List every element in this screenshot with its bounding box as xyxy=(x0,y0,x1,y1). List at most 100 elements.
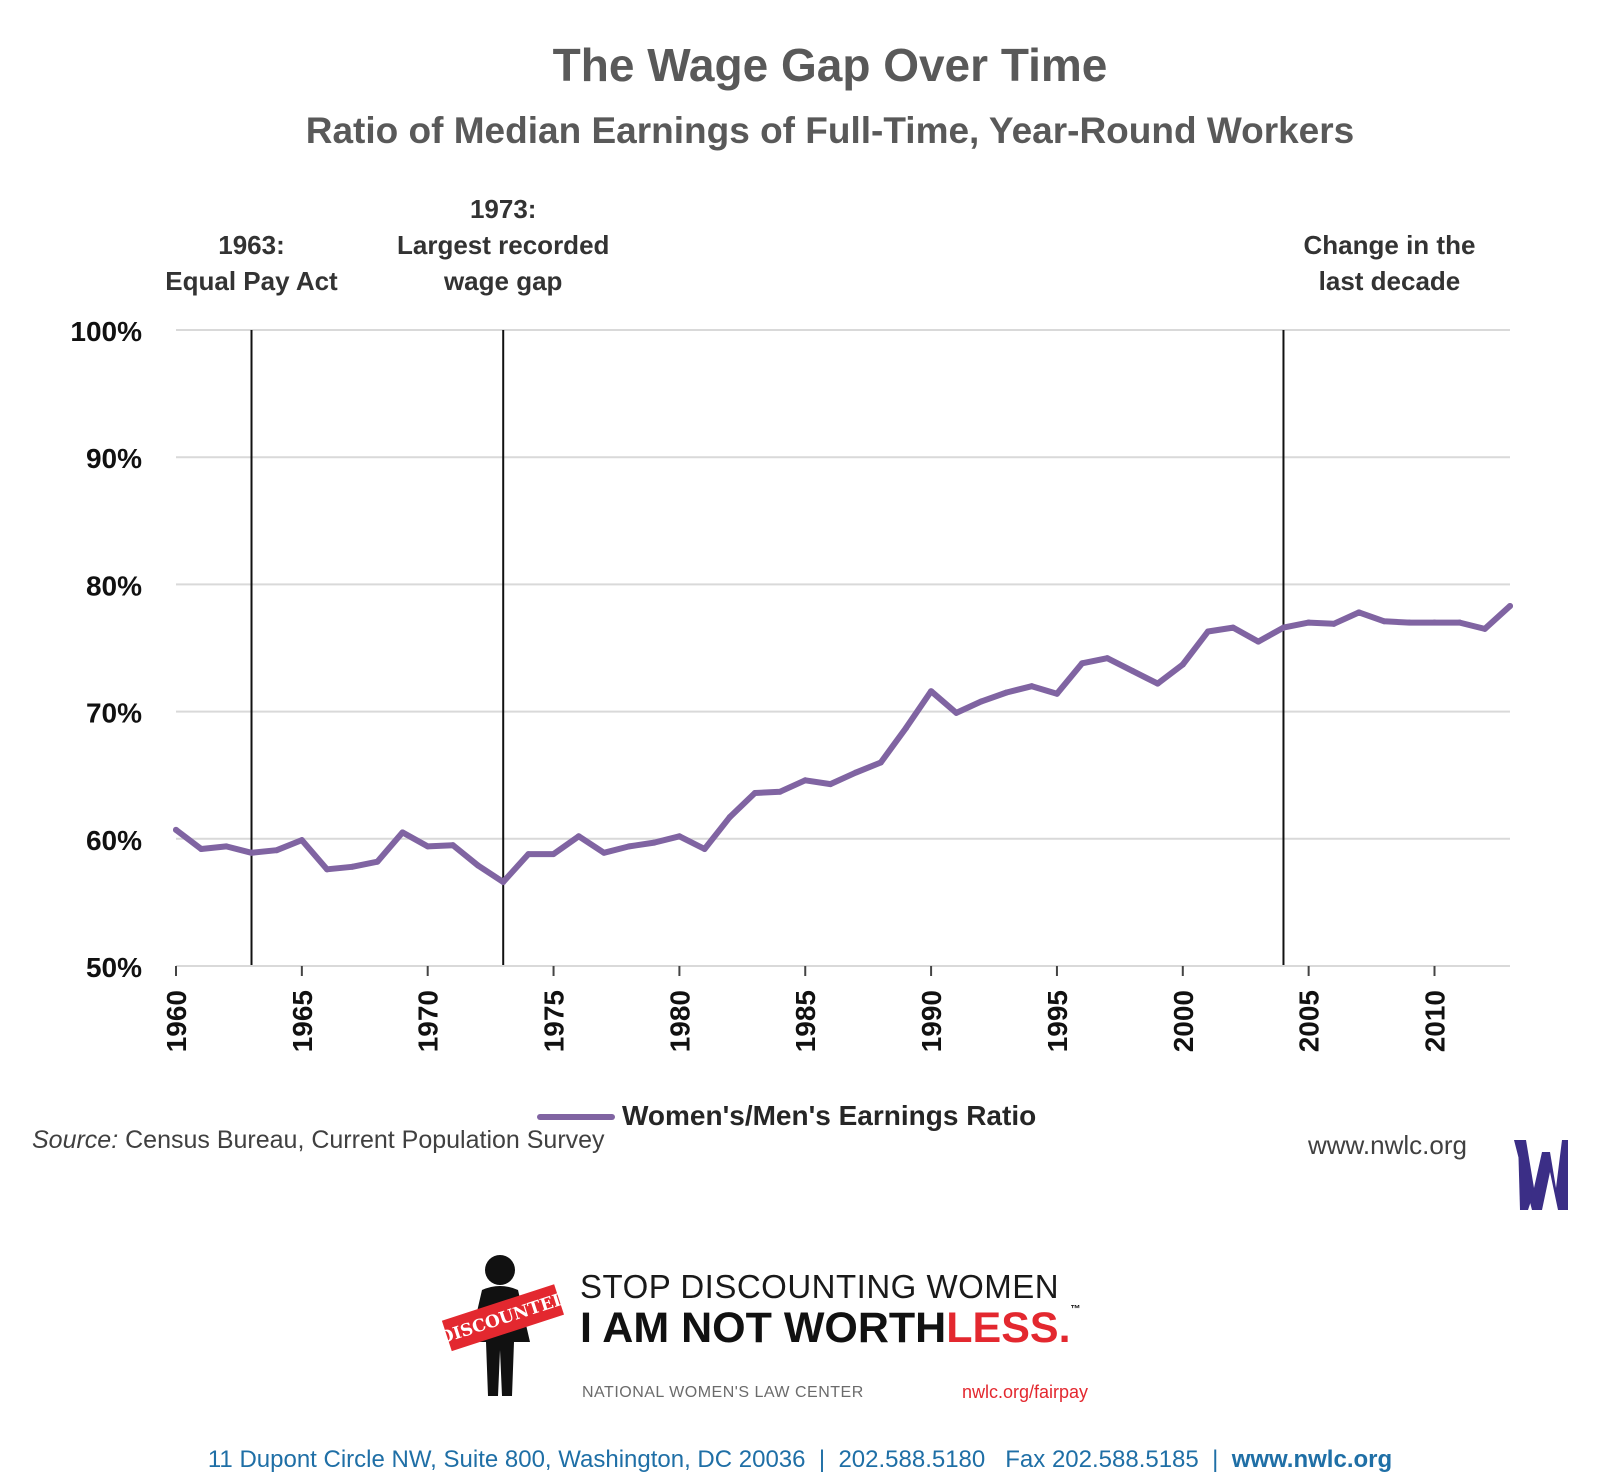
x-tick-label: 1980 xyxy=(664,990,695,1052)
data-point xyxy=(1053,690,1060,697)
x-tick-label: 1990 xyxy=(916,990,947,1052)
data-point xyxy=(1280,624,1287,631)
data-point xyxy=(1406,619,1413,626)
y-axis-labels: 50% 60% 70% 80% 90% 100% xyxy=(70,316,142,983)
data-point xyxy=(248,849,255,856)
y-tick-label: 60% xyxy=(86,825,142,856)
data-point xyxy=(600,849,607,856)
legend: Women's/Men's Earnings Ratio xyxy=(537,1100,1036,1131)
footer-website-link[interactable]: www.nwlc.org xyxy=(1231,1446,1393,1473)
annotation-label: last decade xyxy=(1319,266,1461,296)
legend-label: Women's/Men's Earnings Ratio xyxy=(622,1100,1036,1131)
data-point xyxy=(424,843,431,850)
nwlc-website-link[interactable]: www.nwlc.org xyxy=(1308,1130,1467,1160)
x-axis-labels: 1960 1965 1970 1975 1980 1985 1990 1995 2000 2005… xyxy=(161,990,1450,1052)
campaign-banner: DISCOUNTED STOP DISCOUNTING WOMEN I AM N… xyxy=(440,1255,1120,1418)
data-point xyxy=(651,839,658,846)
data-point xyxy=(1179,661,1186,668)
x-tick-label: 2005 xyxy=(1294,990,1325,1052)
footer-fax: Fax 202.588.5185 xyxy=(1005,1446,1199,1473)
campaign-link[interactable]: nwlc.org/fairpay xyxy=(962,1382,1089,1402)
data-point xyxy=(475,862,482,869)
data-point xyxy=(1355,609,1362,616)
data-point xyxy=(978,698,985,705)
data-point xyxy=(1003,689,1010,696)
x-tick-label: 1965 xyxy=(287,990,318,1052)
source-note: Source: Census Bureau, Current Populatio… xyxy=(32,1126,605,1155)
x-axis xyxy=(175,965,1510,976)
data-point xyxy=(626,843,633,850)
footer-separator: | xyxy=(818,1446,826,1473)
data-point xyxy=(751,790,758,797)
annotation-label: Equal Pay Act xyxy=(165,266,338,296)
x-tick-label: 1985 xyxy=(790,990,821,1052)
annotation-labels: 1963: Equal Pay Act 1973: Largest recorded w… xyxy=(165,194,1475,296)
data-point xyxy=(1129,667,1136,674)
chart-title: The Wage Gap Over Time xyxy=(552,39,1108,91)
campaign-slogan: I AM NOT WORTHLESS.™ xyxy=(580,1304,1081,1353)
slogan-period: . xyxy=(1058,1304,1071,1352)
data-point xyxy=(1255,638,1262,645)
data-point xyxy=(802,777,809,784)
y-tick-label: 80% xyxy=(86,570,142,601)
data-point xyxy=(1204,628,1211,635)
data-point xyxy=(273,847,280,854)
data-point xyxy=(928,688,935,695)
x-tick-label: 1960 xyxy=(161,990,192,1052)
data-point xyxy=(1079,660,1086,667)
chart-subtitle: Ratio of Median Earnings of Full-Time, Y… xyxy=(305,110,1355,151)
data-point xyxy=(449,842,456,849)
annotation-label: Change in the xyxy=(1304,230,1476,260)
data-point xyxy=(1154,680,1161,687)
footer-address: 11 Dupont Circle NW, Suite 800, Washingt… xyxy=(207,1446,806,1473)
annotation-lines xyxy=(250,330,1285,966)
data-point xyxy=(399,829,406,836)
nwlc-logo-icon xyxy=(1512,1138,1568,1212)
data-point xyxy=(1330,620,1337,627)
source-label: Source: xyxy=(32,1126,119,1154)
data-point xyxy=(701,845,708,852)
data-point xyxy=(1028,683,1035,690)
slogan-accent: LESS xyxy=(946,1304,1059,1352)
chart-canvas: 1963: Equal Pay Act 1973: Largest recorded w… xyxy=(70,194,1513,1131)
x-tick-label: 1970 xyxy=(413,990,444,1052)
data-point xyxy=(525,851,532,858)
y-tick-label: 50% xyxy=(86,952,142,983)
source-text: Census Bureau, Current Population Survey xyxy=(125,1126,605,1154)
data-point xyxy=(198,845,205,852)
data-point xyxy=(953,709,960,716)
gridlines xyxy=(176,329,1510,840)
campaign-headline: STOP DISCOUNTING WOMEN xyxy=(580,1268,1060,1305)
series-line xyxy=(173,603,1513,885)
data-point xyxy=(1381,618,1388,625)
data-point xyxy=(852,769,859,776)
data-point xyxy=(777,788,784,795)
data-point xyxy=(877,759,884,766)
footer-phone: 202.588.5180 xyxy=(838,1446,986,1473)
data-point xyxy=(1230,624,1237,631)
x-tick-label: 2010 xyxy=(1419,990,1450,1052)
data-point xyxy=(173,826,179,833)
footer-separator-2: | xyxy=(1212,1446,1219,1473)
x-tick-label: 1975 xyxy=(539,990,570,1052)
data-point xyxy=(827,781,834,788)
data-point xyxy=(500,879,507,886)
data-point xyxy=(902,725,909,732)
annotation-label: 1973: xyxy=(470,194,537,224)
x-tick-label: 1995 xyxy=(1042,990,1073,1052)
y-tick-label: 70% xyxy=(86,698,142,729)
data-point xyxy=(575,833,582,840)
organization-name: NATIONAL WOMEN'S LAW CENTER xyxy=(582,1384,864,1401)
x-tick-label: 2000 xyxy=(1168,990,1199,1052)
data-point xyxy=(223,843,230,850)
data-point xyxy=(324,866,331,873)
data-series xyxy=(173,603,1513,886)
data-point xyxy=(550,851,557,858)
data-point xyxy=(1431,619,1438,626)
data-point xyxy=(1305,619,1312,626)
discounted-figure-icon: DISCOUNTED xyxy=(440,1255,570,1396)
y-tick-label: 90% xyxy=(86,443,142,474)
data-point xyxy=(1507,603,1513,610)
y-tick-label: 100% xyxy=(70,316,142,347)
annotation-label: Largest recorded xyxy=(397,230,609,260)
